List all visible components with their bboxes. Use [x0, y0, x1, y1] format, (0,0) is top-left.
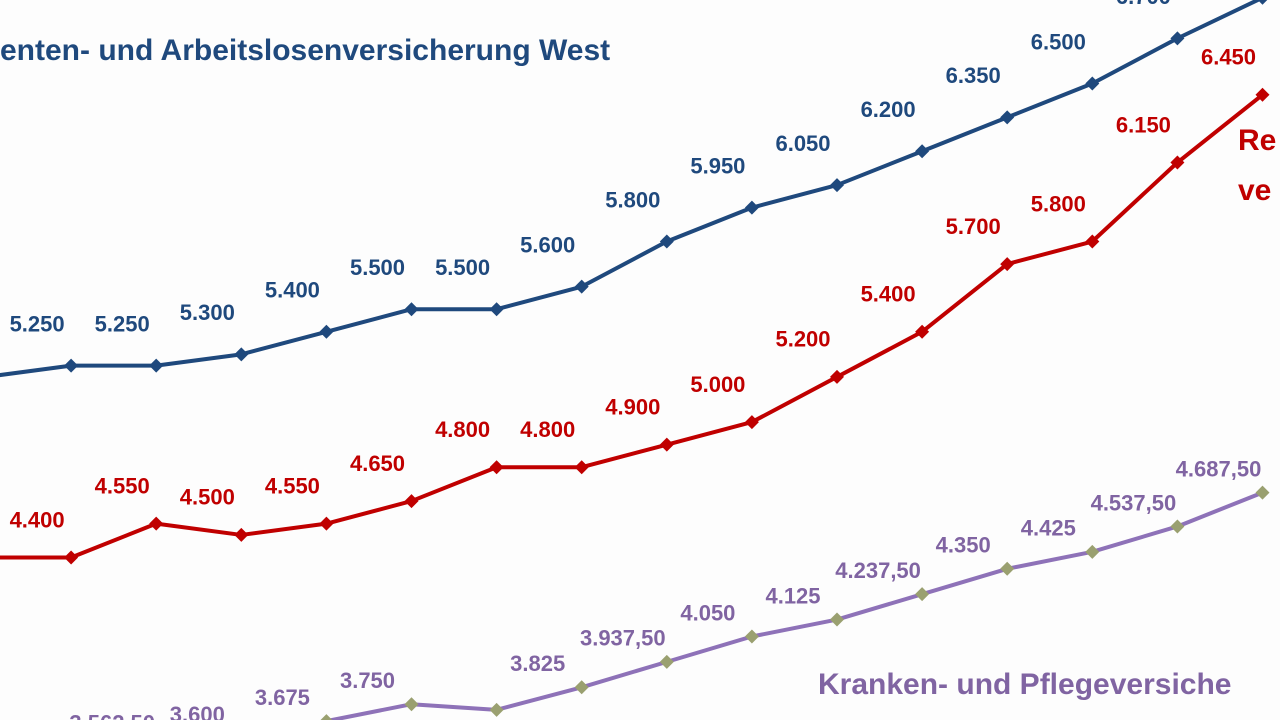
point-marker [1000, 561, 1015, 576]
point-marker [1255, 485, 1270, 500]
value-label: 5.500 [435, 255, 490, 280]
value-label: 4.537,50 [1091, 490, 1177, 515]
value-label: 3.937,50 [580, 626, 666, 651]
point-marker [574, 279, 589, 294]
point-marker [1085, 544, 1100, 559]
point-marker [915, 144, 930, 159]
value-label: 6.050 [775, 131, 830, 156]
value-label: 5.250 [10, 311, 65, 336]
value-label: 5.000 [690, 372, 745, 397]
point-marker [659, 437, 674, 452]
value-label: 5.600 [520, 232, 575, 257]
point-marker [1257, 0, 1268, 5]
point-marker [404, 697, 419, 712]
point-marker [744, 200, 759, 215]
value-label: 4.550 [95, 473, 150, 498]
point-marker [574, 680, 589, 695]
point-marker [1170, 31, 1185, 46]
series-name: enten- und Arbeitslosenversicherung West [0, 34, 610, 67]
point-marker [1170, 155, 1185, 170]
value-label: 4.900 [605, 394, 660, 419]
point-marker [1170, 519, 1185, 534]
point-marker [319, 516, 334, 531]
value-label: 4.125 [765, 583, 820, 608]
value-label: 6.700 [1116, 0, 1171, 9]
point-marker [404, 494, 419, 509]
point-marker [64, 358, 79, 373]
series-name: Re [1238, 124, 1276, 157]
value-label: 5.950 [690, 153, 745, 178]
point-marker [574, 460, 589, 475]
value-label: 3.675 [255, 685, 310, 710]
value-label: 6.350 [946, 63, 1001, 88]
value-label: 3.750 [340, 668, 395, 693]
value-label: 4.425 [1021, 516, 1076, 541]
point-marker [659, 234, 674, 249]
point-marker [1000, 257, 1015, 272]
value-label: 5.250 [95, 311, 150, 336]
value-label: 3.562,50 [69, 710, 155, 720]
point-marker [234, 347, 249, 362]
value-label: 5.200 [775, 327, 830, 352]
point-marker [320, 714, 333, 720]
value-label: 4.350 [936, 533, 991, 558]
value-label: 5.400 [265, 278, 320, 303]
series-name: Kranken- und Pflegeversiche [818, 668, 1231, 701]
point-marker [149, 516, 164, 531]
point-marker [489, 460, 504, 475]
value-label: 4.550 [265, 473, 320, 498]
series-line [0, 0, 1263, 378]
value-label: 4.800 [520, 417, 575, 442]
value-label: 5.400 [861, 282, 916, 307]
point-marker [830, 612, 844, 627]
point-marker [1255, 87, 1270, 102]
value-label: 4.650 [350, 451, 405, 476]
point-marker [744, 629, 759, 644]
value-label: 5.500 [350, 255, 405, 280]
point-marker [234, 527, 249, 542]
value-label: 3.825 [510, 651, 565, 676]
point-marker [915, 587, 930, 602]
value-label: 5.300 [180, 300, 235, 325]
value-label: 6.200 [861, 97, 916, 122]
value-label: 5.800 [605, 187, 660, 212]
value-label: 5.800 [1031, 191, 1086, 216]
point-marker [489, 702, 504, 717]
point-marker [744, 415, 759, 430]
series-line [0, 93, 1264, 560]
point-marker [404, 302, 419, 317]
series-name: ve [1238, 174, 1271, 207]
point-marker [830, 369, 844, 384]
value-label: 4.800 [435, 417, 490, 442]
value-label: 4.500 [180, 485, 235, 510]
point-marker [1085, 76, 1100, 91]
point-marker [64, 550, 79, 565]
value-label: 6.500 [1031, 29, 1086, 54]
value-label: 4.050 [680, 600, 735, 625]
value-label: 4.687,50 [1176, 456, 1262, 481]
value-label: 3.600 [170, 702, 225, 720]
point-marker [1085, 234, 1100, 249]
series-line [321, 490, 1264, 720]
point-marker [830, 178, 844, 193]
value-label: 6.150 [1116, 112, 1171, 137]
value-label: 5.700 [946, 214, 1001, 239]
point-marker [319, 324, 334, 339]
value-label: 4.400 [10, 507, 65, 532]
value-label: 6.450 [1201, 45, 1256, 70]
point-marker [915, 324, 930, 339]
point-marker [489, 302, 504, 317]
point-marker [1000, 110, 1015, 125]
point-marker [149, 358, 164, 373]
value-label: 4.237,50 [835, 558, 921, 583]
point-marker [659, 654, 674, 669]
